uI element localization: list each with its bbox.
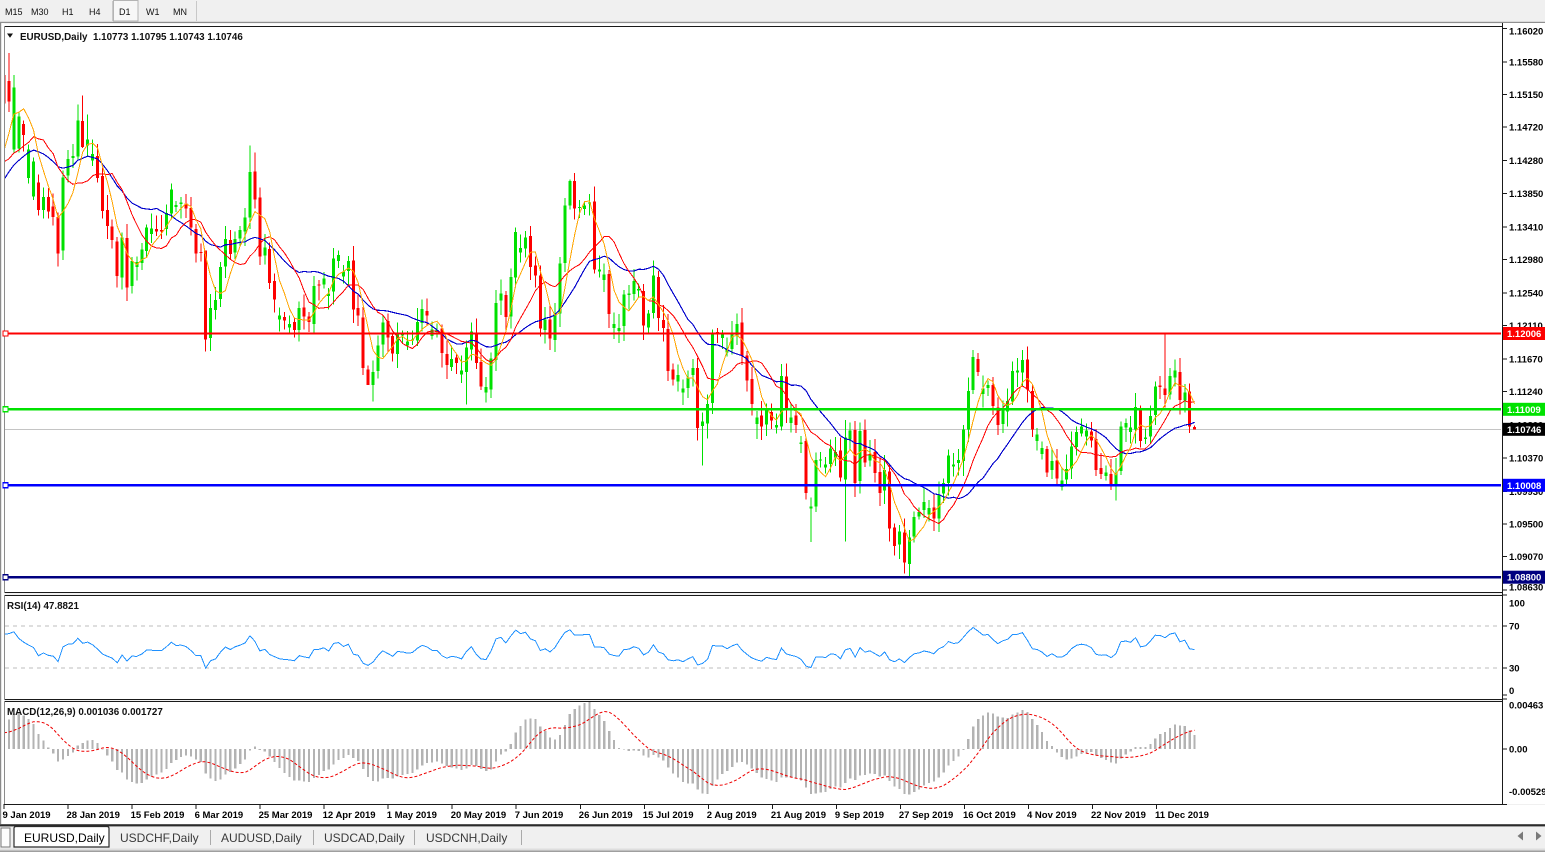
svg-text:26 Jun 2019: 26 Jun 2019: [579, 810, 633, 821]
svg-text:1.12980: 1.12980: [1509, 255, 1543, 266]
svg-text:100: 100: [1509, 599, 1525, 610]
svg-text:H4: H4: [89, 7, 101, 17]
svg-text:1.08800: 1.08800: [1507, 573, 1541, 584]
svg-text:70: 70: [1509, 622, 1520, 633]
svg-text:28 Jan 2019: 28 Jan 2019: [67, 810, 120, 821]
svg-text:MACD(12,26,9) 0.001036 0.00172: MACD(12,26,9) 0.001036 0.001727: [7, 707, 163, 718]
svg-text:RSI(14) 47.8821: RSI(14) 47.8821: [7, 601, 79, 612]
svg-text:1.12006: 1.12006: [1507, 329, 1541, 340]
svg-text:USDCNH,Daily: USDCNH,Daily: [426, 831, 507, 845]
svg-text:1 May 2019: 1 May 2019: [387, 810, 437, 821]
svg-text:M15: M15: [5, 7, 23, 17]
svg-text:1.13410: 1.13410: [1509, 222, 1543, 233]
svg-text:1.12540: 1.12540: [1509, 288, 1543, 299]
svg-text:6 Mar 2019: 6 Mar 2019: [195, 810, 244, 821]
svg-text:11 Dec 2019: 11 Dec 2019: [1155, 810, 1209, 821]
svg-text:D1: D1: [119, 7, 131, 17]
svg-text:15 Jul 2019: 15 Jul 2019: [643, 810, 694, 821]
svg-text:EURUSD,Daily: EURUSD,Daily: [24, 831, 105, 845]
svg-text:MN: MN: [173, 7, 187, 17]
svg-text:1.09070: 1.09070: [1509, 552, 1543, 563]
svg-text:AUDUSD,Daily: AUDUSD,Daily: [221, 831, 302, 845]
svg-text:1.09500: 1.09500: [1509, 520, 1543, 531]
svg-text:1.08630: 1.08630: [1509, 583, 1543, 594]
svg-text:27 Sep 2019: 27 Sep 2019: [899, 810, 953, 821]
svg-text:1.11670: 1.11670: [1509, 355, 1543, 366]
svg-text:1.11009: 1.11009: [1507, 405, 1541, 416]
svg-text:30: 30: [1509, 663, 1520, 674]
svg-text:0.00: 0.00: [1509, 745, 1528, 756]
svg-text:-0.00529: -0.00529: [1509, 787, 1545, 798]
svg-text:M30: M30: [31, 7, 49, 17]
svg-text:2 Aug 2019: 2 Aug 2019: [707, 810, 757, 821]
svg-text:USDCHF,Daily: USDCHF,Daily: [120, 831, 199, 845]
svg-text:12 Apr 2019: 12 Apr 2019: [323, 810, 376, 821]
svg-text:USDCAD,Daily: USDCAD,Daily: [324, 831, 405, 845]
svg-text:1.11240: 1.11240: [1509, 387, 1543, 398]
svg-text:1.14280: 1.14280: [1509, 156, 1543, 167]
svg-text:1.10746: 1.10746: [1507, 425, 1541, 436]
svg-text:0: 0: [1509, 686, 1514, 697]
svg-text:1.12110: 1.12110: [1509, 321, 1543, 332]
svg-text:1.16020: 1.16020: [1509, 27, 1543, 38]
svg-text:9 Jan 2019: 9 Jan 2019: [3, 810, 51, 821]
svg-text:EURUSD,Daily 1.10773 1.10795: EURUSD,Daily 1.10773 1.10795 1.10743 1.1…: [20, 32, 243, 43]
svg-text:15 Feb 2019: 15 Feb 2019: [131, 810, 185, 821]
svg-text:1.09930: 1.09930: [1509, 487, 1543, 498]
svg-text:20 May 2019: 20 May 2019: [451, 810, 506, 821]
svg-text:H1: H1: [62, 7, 74, 17]
svg-text:4 Nov 2019: 4 Nov 2019: [1027, 810, 1077, 821]
svg-text:7 Jun 2019: 7 Jun 2019: [515, 810, 564, 821]
svg-text:16 Oct 2019: 16 Oct 2019: [963, 810, 1016, 821]
svg-text:1.10370: 1.10370: [1509, 453, 1543, 464]
svg-text:1.13850: 1.13850: [1509, 189, 1543, 200]
svg-text:9 Sep 2019: 9 Sep 2019: [835, 810, 884, 821]
svg-text:1.15150: 1.15150: [1509, 90, 1543, 101]
svg-text:22 Nov 2019: 22 Nov 2019: [1091, 810, 1146, 821]
svg-text:0.00463: 0.00463: [1509, 701, 1543, 712]
svg-text:1.10008: 1.10008: [1507, 481, 1541, 492]
svg-text:W1: W1: [146, 7, 160, 17]
svg-text:25 Mar 2019: 25 Mar 2019: [259, 810, 313, 821]
svg-text:1.15580: 1.15580: [1509, 57, 1543, 68]
svg-text:21 Aug 2019: 21 Aug 2019: [771, 810, 826, 821]
svg-text:1.14720: 1.14720: [1509, 123, 1543, 134]
